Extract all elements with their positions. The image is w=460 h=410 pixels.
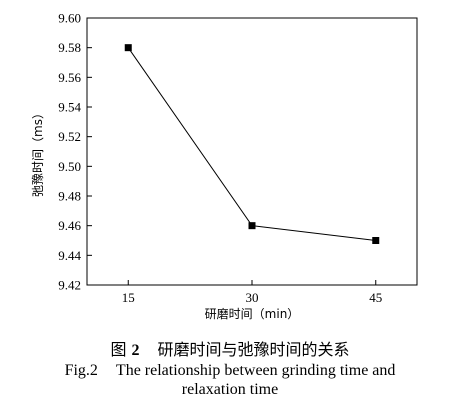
x-tick-label: 45 — [369, 290, 382, 305]
y-tick-label: 9.48 — [58, 189, 81, 204]
data-point-marker — [124, 44, 132, 52]
caption-figure-prefix: 图 — [110, 340, 127, 359]
y-tick-label: 9.50 — [58, 159, 81, 174]
y-axis-label: 弛豫时间（ms） — [31, 107, 45, 197]
figure-caption-english: Fig.2 The relationship between grinding t… — [0, 361, 460, 399]
y-tick-label: 9.58 — [58, 40, 81, 55]
figure-caption-chinese: 图 2 研磨时间与弛豫时间的关系 — [0, 336, 460, 360]
data-point-marker — [372, 237, 380, 244]
y-tick-label: 9.42 — [58, 278, 81, 293]
y-tick-label: 9.60 — [58, 11, 81, 26]
y-tick-label: 9.54 — [58, 100, 81, 115]
y-tick-label: 9.46 — [58, 218, 81, 233]
x-tick-label: 15 — [122, 290, 135, 305]
series-line — [127, 47, 376, 241]
x-axis-label: 研磨时间（min） — [205, 307, 300, 321]
y-axis: 9.42 9.44 9.46 9.48 9.50 9.52 9.54 9.56 9.58 9.60 — [58, 11, 92, 293]
y-tick-label: 9.52 — [58, 129, 81, 144]
caption-text-english-line2: relaxation time — [181, 381, 279, 398]
y-tick-label: 9.56 — [58, 70, 81, 85]
y-tick-label: 9.44 — [58, 248, 81, 263]
caption-text-english-line1: The relationship between grinding time a… — [115, 362, 396, 379]
x-tick-label: 30 — [246, 290, 259, 305]
data-point-marker — [248, 222, 256, 230]
caption-text-chinese: 研磨时间与弛豫时间的关系 — [157, 340, 350, 359]
caption-figure-number: 2 — [131, 342, 140, 359]
caption-figure-prefix-english: Fig.2 — [64, 362, 98, 379]
plot-frame — [86, 17, 418, 286]
series — [124, 44, 380, 244]
x-axis: 15 30 45 — [122, 280, 382, 305]
